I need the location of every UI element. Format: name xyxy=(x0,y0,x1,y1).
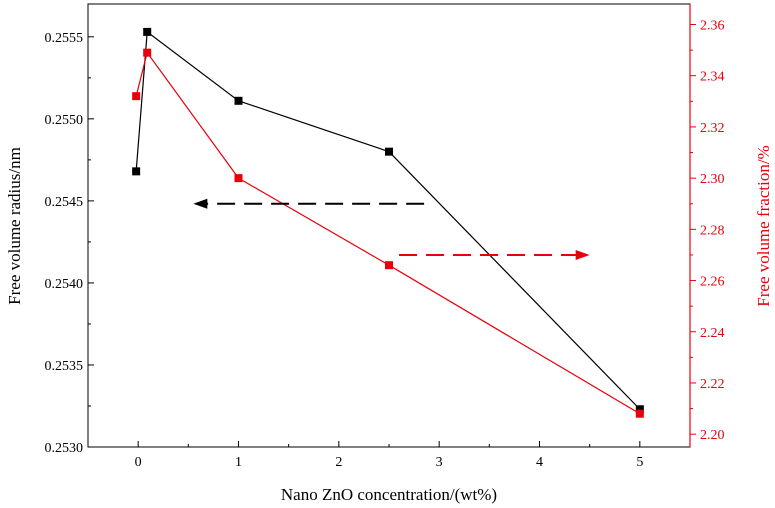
data-point-radius xyxy=(132,167,141,176)
right-y-tick-label: 2.32 xyxy=(700,121,725,136)
x-tick-label: 4 xyxy=(536,455,543,470)
left-y-axis-ticks: 0.2530 0.2535 0.2540 0.2545 0.2550 0.2555 xyxy=(45,31,94,456)
data-point-radius xyxy=(234,96,243,105)
left-y-tick-label: 0.2555 xyxy=(45,31,84,46)
right-y-tick-label: 2.22 xyxy=(700,377,725,392)
right-y-axis-title: Free volume fraction/% xyxy=(754,145,773,306)
left-y-tick-label: 0.2540 xyxy=(45,277,84,292)
right-y-tick-label: 2.24 xyxy=(700,326,725,341)
x-tick-label: 2 xyxy=(335,455,342,470)
right-y-tick-label: 2.36 xyxy=(700,18,725,33)
series-line-radius xyxy=(135,30,641,410)
right-y-tick-label: 2.20 xyxy=(700,428,725,443)
left-y-tick-label: 0.2545 xyxy=(45,195,84,210)
arrow-right-head xyxy=(575,249,590,260)
right-y-tick-label: 2.34 xyxy=(700,70,725,85)
right-y-axis-ticks: 2.20 2.22 2.24 2.26 2.28 2.30 2.32 2.34 2.36 xyxy=(690,18,725,443)
right-y-tick-label: 2.28 xyxy=(700,223,725,238)
right-y-tick-label: 2.26 xyxy=(700,275,725,290)
x-tick-label: 3 xyxy=(436,455,443,470)
left-y-tick-label: 0.2530 xyxy=(45,441,84,456)
series-layer xyxy=(132,27,644,418)
plot-frame xyxy=(87,3,691,448)
x-axis-title: Nano ZnO concentration/(wt%) xyxy=(281,485,497,504)
series-line-fraction xyxy=(135,51,641,415)
arrow-left-head xyxy=(193,198,208,209)
x-tick-label: 0 xyxy=(135,455,142,470)
data-point-radius xyxy=(635,405,644,414)
left-y-axis-title: Free volume radius/nm xyxy=(5,147,24,305)
x-tick-label: 1 xyxy=(235,455,242,470)
data-point-radius xyxy=(143,27,152,36)
annotations-layer xyxy=(193,198,590,260)
right-y-tick-label: 2.30 xyxy=(700,172,725,187)
left-y-tick-label: 0.2550 xyxy=(45,113,84,128)
data-point-fraction xyxy=(385,261,393,270)
left-y-tick-label: 0.2535 xyxy=(45,359,84,374)
data-point-fraction xyxy=(234,174,243,183)
data-point-fraction xyxy=(132,92,141,101)
data-point-radius xyxy=(385,147,393,156)
data-point-fraction xyxy=(635,409,644,418)
data-point-fraction xyxy=(143,48,152,57)
x-axis-ticks: 0 1 2 3 4 5 xyxy=(135,441,643,470)
x-tick-label: 5 xyxy=(636,455,643,470)
